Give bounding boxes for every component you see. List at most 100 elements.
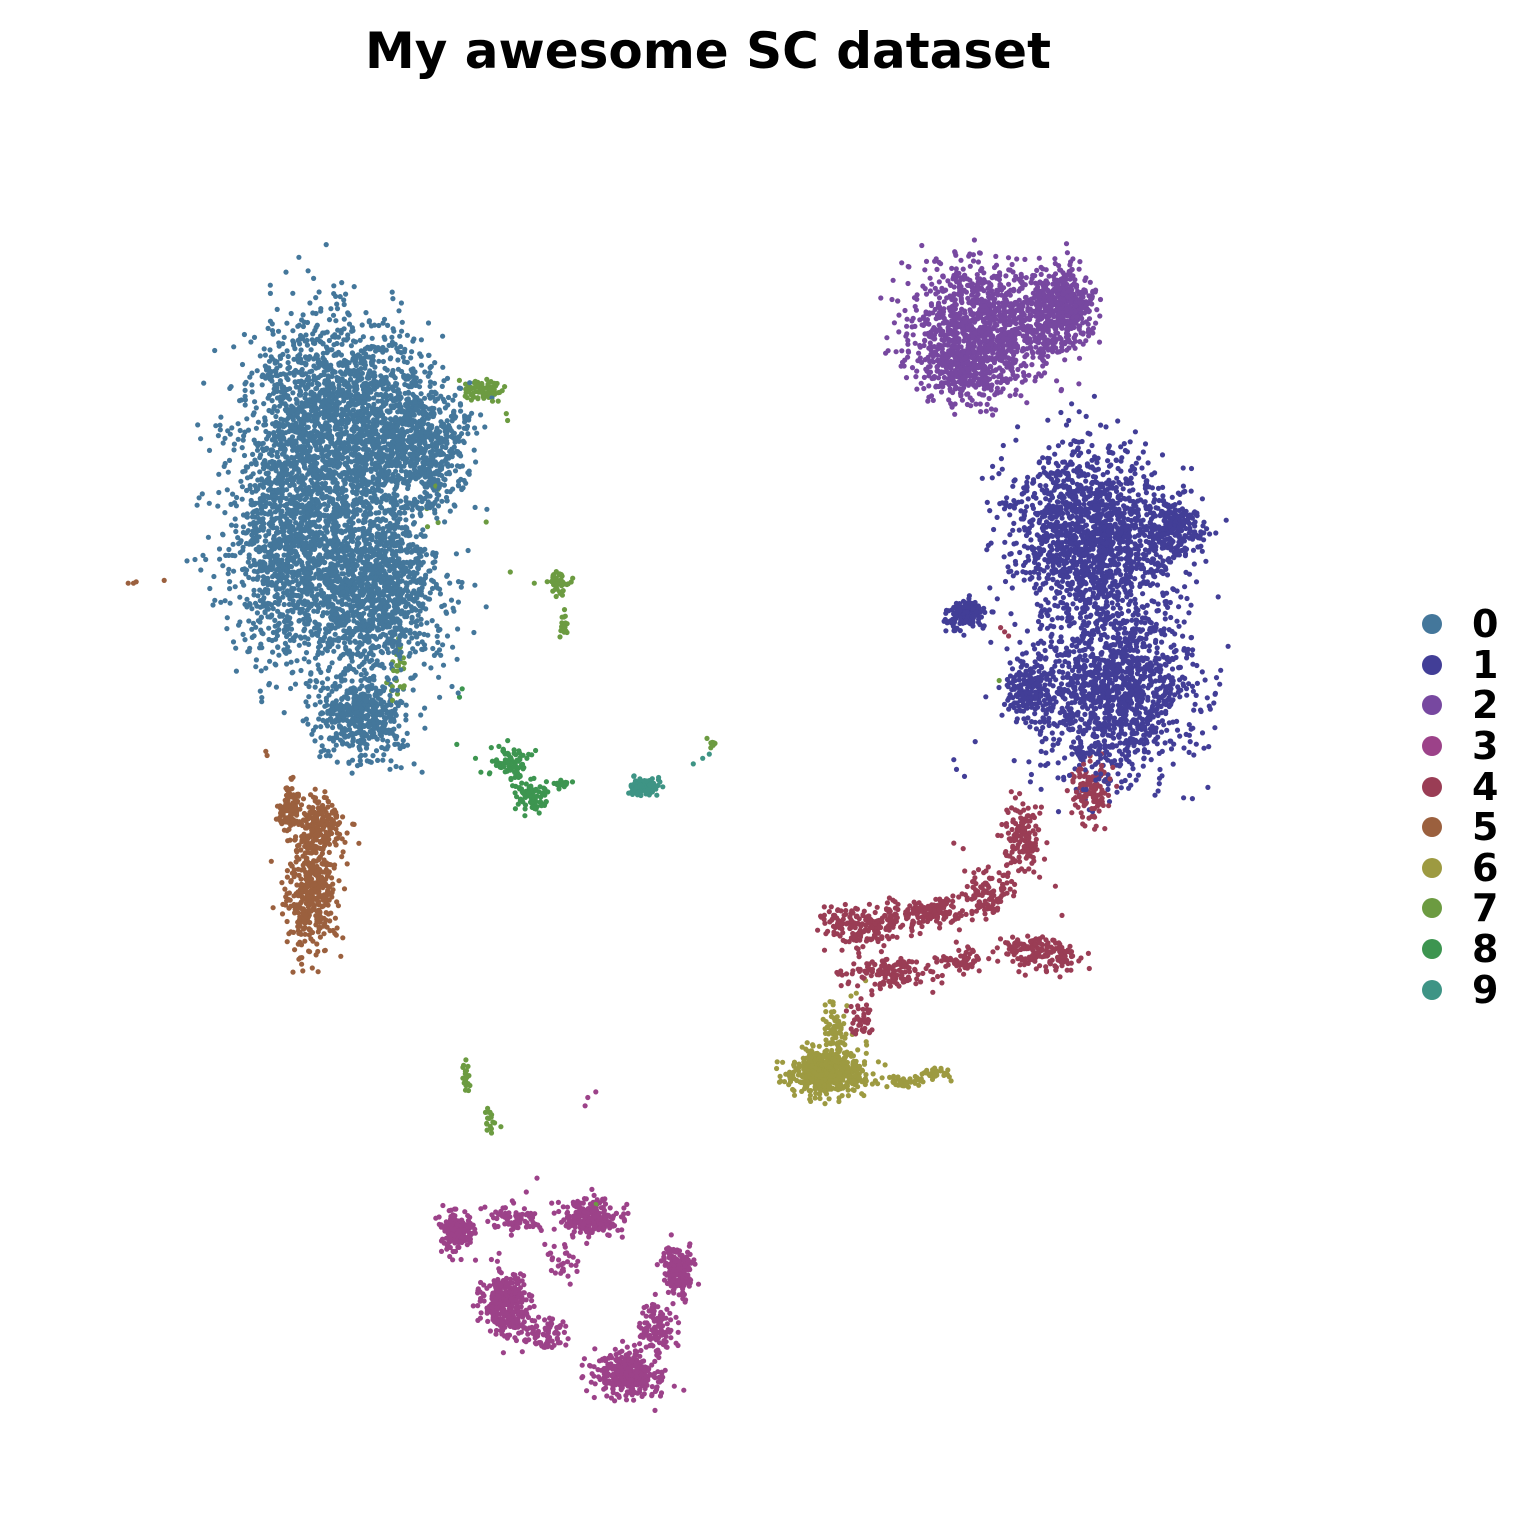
cell-point-cluster-1	[1001, 554, 1007, 560]
cell-point-cluster-1	[987, 508, 993, 514]
cell-point-cluster-0	[293, 384, 299, 390]
cell-point-cluster-2	[1040, 363, 1046, 369]
cell-point-cluster-1	[1037, 626, 1043, 632]
cell-point-cluster-0	[251, 592, 257, 598]
cell-point-cluster-1	[1060, 439, 1066, 445]
cell-point-cluster-2	[1038, 271, 1044, 277]
cell-point-cluster-0	[222, 509, 228, 516]
cell-point-cluster-0	[439, 383, 445, 389]
cell-point-cluster-6	[945, 1067, 951, 1073]
cell-point-cluster-2	[1094, 307, 1100, 313]
cell-point-cluster-4	[854, 906, 861, 912]
cell-point-cluster-0	[425, 320, 432, 326]
cell-point-cluster-0	[421, 661, 427, 667]
cell-point-cluster-4	[915, 971, 921, 978]
cell-point-cluster-0	[312, 702, 318, 708]
cell-point-cluster-0	[373, 748, 380, 754]
cell-point-cluster-0	[397, 333, 403, 339]
cell-point-cluster-1	[1086, 449, 1092, 455]
cell-point-cluster-4	[1009, 849, 1015, 855]
cell-point-cluster-0	[288, 659, 294, 665]
cell-point-cluster-5	[284, 868, 290, 874]
cell-point-cluster-0	[376, 322, 382, 329]
cell-point-cluster-4	[962, 868, 968, 874]
cell-point-cluster-3	[668, 1317, 674, 1323]
cell-point-cluster-2	[1086, 316, 1093, 322]
cell-point-cluster-5	[315, 969, 321, 975]
cell-point-cluster-1	[1184, 595, 1190, 602]
cell-point-cluster-2	[910, 315, 916, 321]
cell-point-cluster-4	[969, 917, 975, 923]
cell-point-cluster-0	[440, 333, 446, 339]
cell-point-cluster-4	[869, 988, 875, 994]
cell-point-cluster-1	[953, 766, 960, 773]
cell-point-cluster-1	[1154, 650, 1160, 656]
cell-point-cluster-1	[1069, 751, 1075, 757]
cell-point-cluster-2	[914, 296, 920, 302]
cell-point-cluster-1	[1143, 610, 1149, 616]
cell-point-cluster-0	[269, 328, 276, 334]
cell-point-cluster-0	[323, 753, 329, 759]
cell-point-cluster-3	[523, 1189, 529, 1195]
cell-point-cluster-1	[1193, 692, 1199, 699]
cell-point-cluster-6	[816, 1043, 822, 1049]
cell-point-cluster-1	[1176, 500, 1182, 506]
cell-point-cluster-0	[341, 301, 347, 308]
cell-point-cluster-1	[1010, 527, 1016, 533]
cell-point-cluster-3	[475, 1303, 481, 1309]
cell-point-cluster-4	[913, 981, 919, 987]
chart-title: My awesome SC dataset	[365, 22, 1051, 80]
cell-point-cluster-4	[935, 973, 941, 980]
cell-point-cluster-0	[410, 338, 416, 344]
cell-point-cluster-0	[363, 310, 369, 316]
cell-point-cluster-3	[443, 1235, 449, 1241]
cell-point-cluster-0	[439, 603, 445, 610]
cell-point-cluster-0	[306, 659, 312, 665]
cell-point-cluster-0	[290, 328, 296, 334]
cell-point-cluster-0	[331, 747, 337, 753]
cell-point-cluster-1	[1156, 750, 1162, 757]
cell-point-cluster-4	[971, 870, 977, 876]
cell-point-cluster-3	[551, 1226, 557, 1232]
cell-point-cluster-0	[458, 584, 464, 590]
cell-point-cluster-0	[257, 454, 263, 461]
cell-point-cluster-1	[1169, 666, 1176, 672]
cell-point-cluster-1	[1038, 762, 1044, 768]
cell-point-cluster-1	[1187, 512, 1193, 518]
cell-point-cluster-1	[1160, 493, 1166, 499]
cell-point-cluster-0	[381, 752, 387, 758]
cell-point-cluster-4	[850, 968, 856, 974]
cell-point-cluster-0	[484, 506, 490, 512]
cell-point-cluster-4	[863, 1002, 870, 1008]
cell-point-cluster-6	[841, 1013, 847, 1019]
cell-point-cluster-5	[125, 580, 131, 586]
cell-point-cluster-0	[247, 374, 253, 380]
cell-point-cluster-6	[848, 993, 854, 999]
cell-point-cluster-4	[969, 908, 975, 915]
cell-point-cluster-0	[418, 621, 424, 627]
cell-point-cluster-1	[1119, 597, 1126, 604]
cell-point-cluster-1	[1152, 792, 1158, 798]
cell-point-cluster-0	[305, 721, 311, 727]
cell-point-cluster-4	[950, 898, 956, 904]
cell-point-cluster-1	[1181, 795, 1187, 801]
cell-point-cluster-4	[842, 901, 848, 908]
cell-point-cluster-0	[358, 678, 364, 684]
cell-point-cluster-4	[953, 939, 959, 945]
cell-point-cluster-1	[1055, 760, 1061, 766]
cell-point-cluster-0	[217, 422, 223, 428]
cell-point-cluster-6	[823, 1037, 829, 1043]
cell-point-cluster-0	[465, 431, 471, 437]
cell-point-cluster-2	[1006, 281, 1012, 287]
cell-point-cluster-0	[387, 766, 393, 772]
cell-point-cluster-0	[199, 491, 205, 497]
cell-point-cluster-0	[402, 381, 408, 388]
cell-point-cluster-1	[996, 684, 1002, 691]
cell-point-cluster-0	[346, 321, 353, 327]
cell-point-cluster-7	[544, 579, 550, 585]
cell-point-cluster-2	[936, 279, 942, 285]
cell-point-cluster-0	[242, 397, 248, 403]
cell-point-cluster-7	[495, 398, 501, 404]
cell-point-cluster-1	[972, 739, 978, 745]
cell-point-cluster-6	[879, 1075, 885, 1081]
